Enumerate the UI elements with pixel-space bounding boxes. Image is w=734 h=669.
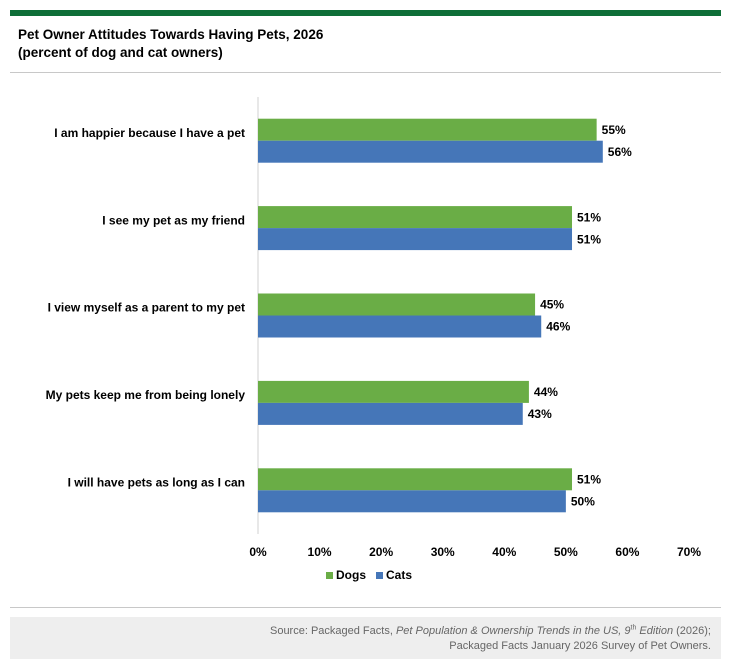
bar-chart: I am happier because I have a pet 55% 56% I… [46, 97, 701, 582]
bar-cats [258, 490, 566, 513]
bar-dogs [258, 206, 573, 229]
legend-swatch-cats [376, 572, 383, 579]
data-label-cats: 46% [546, 320, 570, 334]
chart-subtitle: (percent of dog and cat owners) [18, 45, 223, 60]
data-label-dogs: 45% [540, 298, 564, 312]
source-prefix: Source: Packaged Facts, [269, 625, 396, 637]
bar-dogs [258, 468, 573, 491]
source-line-1: Source: Packaged Facts, Pet Population &… [270, 624, 711, 639]
chart-title: Pet Owner Attitudes Towards Having Pets,… [18, 27, 324, 42]
x-tick-label: 50% [554, 545, 578, 559]
data-label-cats: 50% [571, 494, 595, 508]
data-label-cats: 51% [577, 232, 601, 246]
data-label-cats: 56% [608, 145, 632, 159]
x-tick-label: 20% [369, 545, 393, 559]
chart-header: Pet Owner Attitudes Towards Having Pets,… [18, 26, 718, 62]
bar-cats [258, 315, 542, 338]
legend-label-cats: Cats [386, 568, 412, 582]
bar-cats [258, 402, 523, 425]
bar-dogs [258, 293, 536, 316]
bar-cats [258, 140, 603, 163]
data-label-dogs: 51% [577, 210, 601, 224]
brand-bar [10, 10, 721, 16]
category-label: I see my pet as my friend [102, 213, 245, 227]
bar-dogs [258, 118, 597, 141]
source-edition: Edition [636, 625, 674, 637]
source-superscript: th [630, 624, 637, 632]
legend-label-dogs: Dogs [336, 568, 366, 582]
source-text: Source: Packaged Facts, Pet Population &… [270, 624, 711, 654]
bar-dogs [258, 380, 529, 403]
x-tick-label: 10% [308, 545, 332, 559]
x-tick-label: 70% [677, 545, 701, 559]
source-report-title: Pet Population & Ownership Trends in the… [395, 625, 631, 637]
category-label: My pets keep me from being lonely [46, 388, 246, 402]
header-divider [10, 72, 721, 73]
category-label: I view myself as a parent to my pet [48, 301, 245, 315]
category-label: I will have pets as long as I can [68, 475, 245, 489]
source-line-2: Packaged Facts January 2026 Survey of Pe… [449, 640, 711, 652]
x-tick-label: 40% [492, 545, 516, 559]
x-tick-label: 0% [249, 545, 267, 559]
category-label: I am happier because I have a pet [54, 126, 245, 140]
footer-divider [10, 607, 721, 608]
data-label-dogs: 44% [534, 385, 558, 399]
x-tick-label: 30% [431, 545, 455, 559]
source-note: Source: Packaged Facts, Pet Population &… [10, 617, 721, 659]
data-label-cats: 43% [528, 407, 552, 421]
legend-swatch-dogs [326, 572, 333, 579]
bar-cats [258, 228, 573, 251]
data-label-dogs: 55% [602, 123, 626, 137]
x-tick-label: 60% [615, 545, 639, 559]
data-label-dogs: 51% [577, 472, 601, 486]
source-year: (2026); [673, 625, 711, 637]
